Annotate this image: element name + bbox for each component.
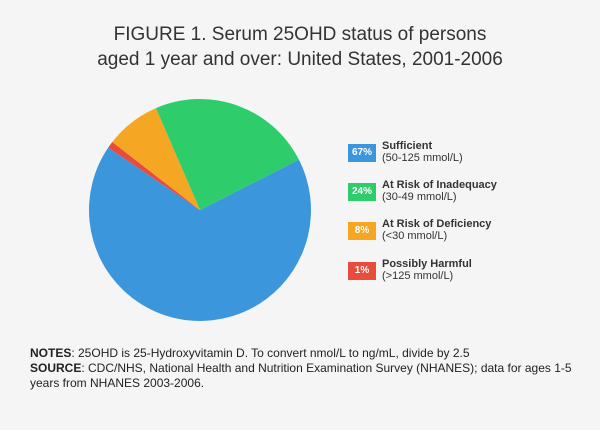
notes-text: : 25OHD is 25-Hydroxyvitamin D. To conve… [71,346,470,360]
notes-line: NOTES: 25OHD is 25-Hydroxyvitamin D. To … [30,346,575,361]
source-line: SOURCE: CDC/NHS, National Health and Nut… [30,361,575,391]
legend-label-deficiency: At Risk of Deficiency [382,218,492,230]
legend-badge-harmful: 1% [348,262,376,280]
legend-badge-inadequacy: 24% [348,183,376,201]
chart-title: FIGURE 1. Serum 25OHD status of persons … [0,22,600,72]
legend-range-deficiency: (<30 mmol/L) [382,230,448,242]
pie-slice-harmful [108,141,200,210]
chart-title-line-1: FIGURE 1. Serum 25OHD status of persons [113,24,487,45]
notes-label: NOTES [30,346,72,360]
legend-label-inadequacy: At Risk of Inadequacy [382,179,497,191]
legend-badge-sufficient: 67% [348,144,376,162]
chart-title-line-2: aged 1 year and over: United States, 200… [97,49,503,70]
pie-slice-inadequacy [155,99,299,210]
source-text: : CDC/NHS, National Health and Nutrition… [30,361,572,390]
legend-range-harmful: (>125 mmol/L) [382,270,454,282]
chart-notes: NOTES: 25OHD is 25-Hydroxyvitamin D. To … [30,346,575,391]
pie-slice-sufficient [88,147,311,322]
legend-badge-deficiency: 8% [348,222,376,240]
legend-label-harmful: Possibly Harmful [382,258,472,270]
source-label: SOURCE [30,361,82,375]
legend-range-inadequacy: (30-49 mmol/L) [382,191,457,203]
pie-slice-deficiency [112,108,200,210]
legend-range-sufficient: (50-125 mmol/L) [382,152,463,164]
legend-label-sufficient: Sufficient [382,140,433,152]
